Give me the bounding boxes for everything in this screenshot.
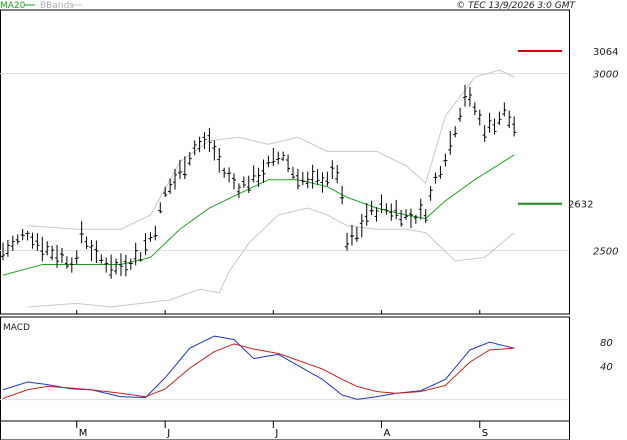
support-label: 2632 <box>568 200 593 211</box>
price-levels: 3064 2632 <box>518 47 618 211</box>
macd-tick-label: 80 <box>600 338 613 349</box>
month-label: S <box>482 428 488 439</box>
price-tick-label: 2500 <box>593 246 618 257</box>
grid-lines <box>0 73 569 401</box>
copyright-text: © TEC 13/9/2026 3:0 GMT <box>456 1 576 11</box>
signal-line <box>2 343 515 399</box>
macd-line <box>2 335 515 400</box>
month-label: J <box>274 428 278 439</box>
macd-panel-frame <box>0 316 570 422</box>
bb-upper-line <box>27 69 515 230</box>
bollinger-bands <box>27 69 515 308</box>
macd-panel-title: MACD <box>3 323 30 333</box>
month-label: J <box>166 428 170 439</box>
x-axis-strip <box>0 420 570 440</box>
price-tick-label: 3000 <box>593 70 618 81</box>
bbands-legend-label: BBands <box>40 1 74 11</box>
macd-lines <box>2 335 515 400</box>
month-label: M <box>79 428 88 439</box>
price-panel-frame <box>0 9 570 315</box>
bb-lower-line <box>27 207 515 308</box>
macd-tick-label: 40 <box>600 362 613 373</box>
price-bars <box>1 84 517 279</box>
month-label: A <box>383 428 390 439</box>
ma20-legend-label: MA20 <box>0 1 26 11</box>
resistance-label: 3064 <box>593 47 618 58</box>
axes: 3000 2500 80 40 M J J A S <box>76 70 618 439</box>
